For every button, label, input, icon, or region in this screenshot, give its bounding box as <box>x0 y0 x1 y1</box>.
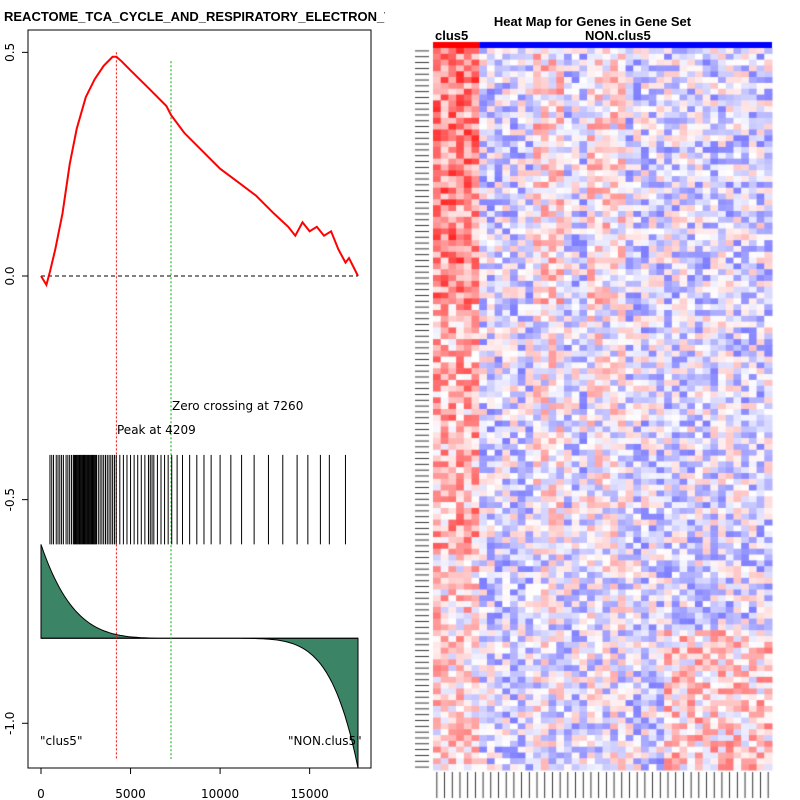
y-tick-label: 0.5 <box>3 43 17 62</box>
heatmap-group-clus5-label: clus5 <box>435 28 469 43</box>
left-group-label: "clus5" <box>40 734 82 748</box>
gsea-enrichment-plot: REACTOME_TCA_CYCLE_AND_RESPIRATORY_ELECT… <box>0 0 385 800</box>
chart-title: REACTOME_TCA_CYCLE_AND_RESPIRATORY_ELECT… <box>4 9 385 24</box>
y-tick-label: 0.0 <box>3 266 17 285</box>
enrichment-curve <box>40 55 359 288</box>
plot-layer: 0 5000 10000 15000 0.5 0.0 -0.5 -1.0 <box>3 43 359 800</box>
y-tick-label: -1.0 <box>3 712 17 735</box>
heatmap-group-nonclus5-label: NON.clus5 <box>585 28 651 43</box>
x-tick-label: 5000 <box>115 787 146 800</box>
peak-label: Peak at 4209 <box>117 423 196 437</box>
plot-frame <box>27 29 372 769</box>
heatmap-title: Heat Map for Genes in Gene Set <box>493 14 692 29</box>
heatmap-panel: Heat Map for Genes in Gene Set clus5 NON… <box>385 0 800 800</box>
right-group-label: "NON.clus5" <box>288 734 362 748</box>
heatmap-canvas <box>385 0 800 800</box>
x-tick-label: 10000 <box>201 787 239 800</box>
y-tick-label: -0.5 <box>3 488 17 511</box>
x-tick-label: 15000 <box>291 787 329 800</box>
zero-crossing-label: Zero crossing at 7260 <box>172 399 303 413</box>
plot-background <box>0 0 385 800</box>
x-tick-label: 0 <box>37 787 45 800</box>
